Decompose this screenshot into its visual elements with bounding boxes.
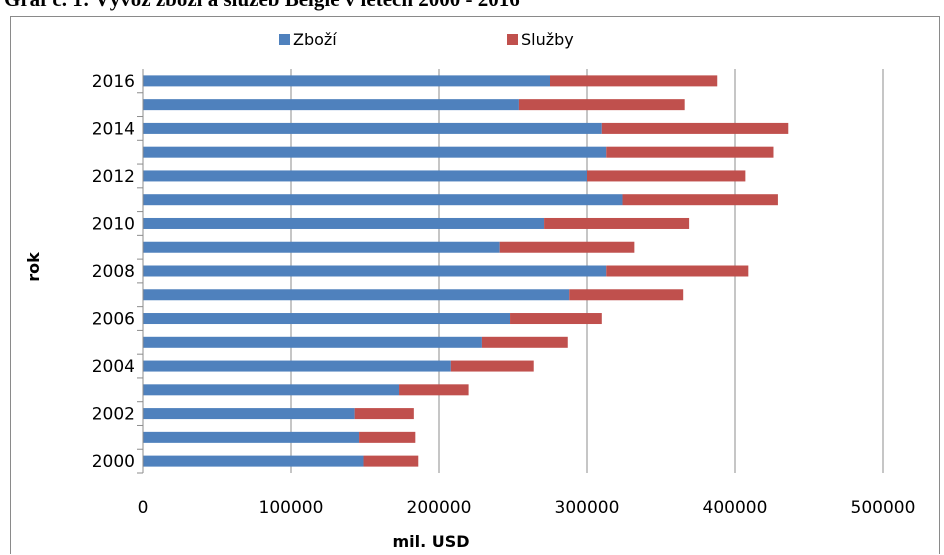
bar-sluzby-2002 <box>354 408 414 420</box>
bar-zbozi-2006 <box>143 313 511 325</box>
bar-sluzby-2003 <box>399 384 469 396</box>
bar-sluzby-2007 <box>569 289 684 301</box>
bar-sluzby-2010 <box>544 217 690 229</box>
x-tick-label: 100000 <box>259 498 324 518</box>
y-axis-title: rok <box>24 252 43 282</box>
bars <box>143 75 789 467</box>
bar-zbozi-2005 <box>143 336 482 348</box>
bar-sluzby-2016 <box>550 75 718 87</box>
y-tick-label: 2010 <box>92 214 135 234</box>
bar-zbozi-2007 <box>143 289 570 301</box>
bar-sluzby-2004 <box>450 360 534 372</box>
bar-sluzby-2015 <box>518 99 685 111</box>
y-tick-label: 2014 <box>92 119 135 139</box>
legend-label-zbozi: Zboží <box>293 30 337 49</box>
bar-zbozi-2008 <box>143 265 607 277</box>
x-axis-title: mil. USD <box>392 532 469 551</box>
y-tick-label: 2000 <box>92 452 135 472</box>
x-tick-label: 200000 <box>407 498 472 518</box>
chart-frame: 0 100000 200000 300000 400000 500000 2000 2002 2… <box>10 16 940 554</box>
x-tick-label: 500000 <box>851 498 916 518</box>
bar-sluzby-2000 <box>363 455 419 467</box>
bar-zbozi-2002 <box>143 408 355 420</box>
legend: Zboží Služby <box>279 30 574 49</box>
bar-sluzby-2001 <box>359 431 416 443</box>
axes: 0 100000 200000 300000 400000 500000 2000 2002 2… <box>92 69 916 518</box>
bar-zbozi-2013 <box>143 146 607 158</box>
x-tick-label: 300000 <box>555 498 620 518</box>
bar-zbozi-2012 <box>143 170 587 182</box>
bar-zbozi-2004 <box>143 360 451 372</box>
y-tick-label: 2016 <box>92 72 135 92</box>
legend-swatch-zbozi <box>279 34 290 45</box>
y-tick-label: 2002 <box>92 405 135 425</box>
y-tick-label: 2012 <box>92 167 135 187</box>
bar-chart: 0 100000 200000 300000 400000 500000 2000 2002 2… <box>24 30 916 551</box>
bar-zbozi-2016 <box>143 75 550 87</box>
legend-swatch-sluzby <box>507 34 518 45</box>
bar-zbozi-2015 <box>143 99 519 111</box>
bar-sluzby-2013 <box>606 146 774 158</box>
bar-sluzby-2014 <box>601 122 789 134</box>
x-tick-label: 400000 <box>703 498 768 518</box>
bar-sluzby-2012 <box>587 170 746 182</box>
y-tick-label: 2004 <box>92 357 135 377</box>
legend-label-sluzby: Služby <box>521 30 574 49</box>
bar-sluzby-2008 <box>606 265 749 277</box>
chart-title: Graf č. 1: Vývoz zboží a služeb Belgie v… <box>4 0 944 12</box>
bar-zbozi-2003 <box>143 384 400 396</box>
bar-sluzby-2011 <box>622 194 778 206</box>
bar-sluzby-2005 <box>481 336 568 348</box>
bar-zbozi-2000 <box>143 455 364 467</box>
bar-sluzby-2009 <box>499 241 635 253</box>
bar-zbozi-2009 <box>143 241 500 253</box>
bar-sluzby-2006 <box>510 313 602 325</box>
bar-zbozi-2011 <box>143 194 623 206</box>
x-tick-label: 0 <box>138 498 149 518</box>
y-tick-label: 2008 <box>92 262 135 282</box>
bar-zbozi-2014 <box>143 122 602 134</box>
bar-zbozi-2001 <box>143 431 360 443</box>
bar-zbozi-2010 <box>143 217 545 229</box>
y-tick-label: 2006 <box>92 310 135 330</box>
